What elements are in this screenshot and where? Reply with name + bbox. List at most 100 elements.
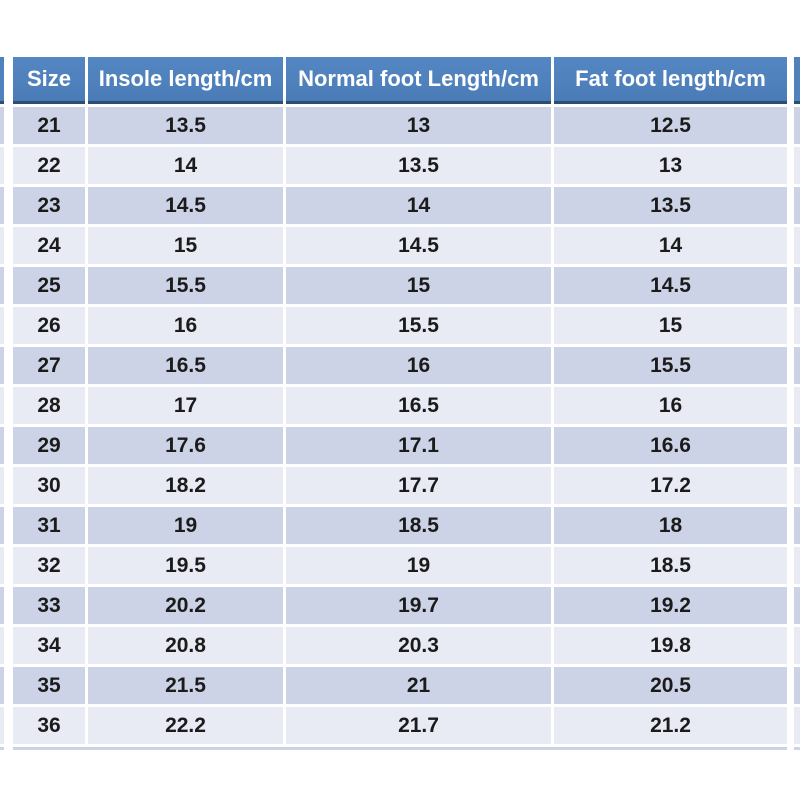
cropped-row-band <box>0 227 4 264</box>
table-cell: 21 <box>13 107 85 144</box>
cropped-row-band <box>0 627 4 664</box>
cropped-row-band <box>794 667 800 704</box>
table-cell: 19.2 <box>554 587 787 624</box>
table-cell: 19.5 <box>88 547 283 584</box>
cropped-header-cell <box>0 57 4 104</box>
cropped-row-band <box>0 387 4 424</box>
table-cell: 35 <box>13 667 85 704</box>
table-cell: 31 <box>13 507 85 544</box>
table-cell: 33 <box>13 587 85 624</box>
table-cell: 19.8 <box>554 627 787 664</box>
table-cell: 15 <box>554 307 787 344</box>
table-cell: 19 <box>88 507 283 544</box>
cropped-row-band <box>794 507 800 544</box>
table-cell: 22.2 <box>88 707 283 744</box>
table-cell: 17 <box>88 387 283 424</box>
table-cell: 15 <box>88 227 283 264</box>
table-cell: 14.5 <box>88 187 283 224</box>
cropped-row-band <box>794 707 800 744</box>
column-header-normal-foot-length: Normal foot Length/cm <box>286 57 551 104</box>
cropped-row-band <box>0 427 4 464</box>
table-cell: 25 <box>13 267 85 304</box>
cropped-row-band <box>794 267 800 304</box>
table-cell: 14.5 <box>286 227 551 264</box>
table-cell: 13 <box>554 147 787 184</box>
table-cell: 29 <box>13 427 85 464</box>
cropped-row-band <box>0 667 4 704</box>
table-cell: 16.5 <box>286 387 551 424</box>
cropped-row-band <box>794 307 800 344</box>
table-cell: 17.6 <box>88 427 283 464</box>
cropped-row-band <box>0 107 4 144</box>
table-cell: 20.3 <box>286 627 551 664</box>
table-cell: 16.6 <box>554 427 787 464</box>
table-cell: 16.5 <box>88 347 283 384</box>
cropped-row-band <box>0 547 4 584</box>
table-cell: 17.2 <box>554 467 787 504</box>
cropped-row-band <box>0 587 4 624</box>
table-cell: 16 <box>286 347 551 384</box>
table-cell: 12.5 <box>554 107 787 144</box>
table-cell: 17.7 <box>286 467 551 504</box>
table-cell: 13 <box>286 107 551 144</box>
cropped-row-band <box>0 307 4 344</box>
cropped-row-band <box>794 107 800 144</box>
table-cell: 23 <box>13 187 85 224</box>
cropped-row-band <box>794 587 800 624</box>
table-cell: 15 <box>286 267 551 304</box>
cropped-header-cell <box>794 57 800 104</box>
table-cell: 20.2 <box>88 587 283 624</box>
table-cell: 13.5 <box>554 187 787 224</box>
table-cell: 16 <box>88 307 283 344</box>
table-cell: 21.7 <box>286 707 551 744</box>
table-cell: 19.7 <box>286 587 551 624</box>
table-cell: 36 <box>13 707 85 744</box>
cropped-row-band <box>0 467 4 504</box>
table-grid: Size Insole length/cm Normal foot Length… <box>13 57 787 744</box>
table-cell: 18.5 <box>554 547 787 584</box>
table-cell: 26 <box>13 307 85 344</box>
table-cell: 13.5 <box>286 147 551 184</box>
table-cell: 16 <box>554 387 787 424</box>
cropped-row-band <box>794 547 800 584</box>
table-cell: 15.5 <box>88 267 283 304</box>
column-header-fat-foot-length: Fat foot length/cm <box>554 57 787 104</box>
table-cell: 13.5 <box>88 107 283 144</box>
table-cell: 27 <box>13 347 85 384</box>
cropped-row-band <box>794 387 800 424</box>
table-cell: 21 <box>286 667 551 704</box>
cropped-row-band <box>794 227 800 264</box>
cropped-row-band <box>0 347 4 384</box>
table-cell: 17.1 <box>286 427 551 464</box>
size-chart-table: Size Insole length/cm Normal foot Length… <box>13 57 787 750</box>
table-cell: 30 <box>13 467 85 504</box>
table-cell: 20.5 <box>554 667 787 704</box>
table-cell: 21.2 <box>554 707 787 744</box>
table-cell: 34 <box>13 627 85 664</box>
cropped-row-bottom-edge <box>13 747 787 750</box>
table-cell: 14 <box>88 147 283 184</box>
table-cell: 32 <box>13 547 85 584</box>
table-cell: 22 <box>13 147 85 184</box>
cropped-row-band <box>794 627 800 664</box>
cropped-table-edge-left <box>0 57 4 750</box>
cropped-row-band <box>794 347 800 384</box>
cropped-row-band <box>0 507 4 544</box>
cropped-row-band <box>0 707 4 744</box>
table-cell: 28 <box>13 387 85 424</box>
table-cell: 15.5 <box>286 307 551 344</box>
column-header-size: Size <box>13 57 85 104</box>
table-cell: 19 <box>286 547 551 584</box>
table-cell: 24 <box>13 227 85 264</box>
cropped-row-band <box>0 147 4 184</box>
cropped-row-band <box>0 187 4 224</box>
table-cell: 14 <box>554 227 787 264</box>
cropped-row-band <box>794 187 800 224</box>
table-cell: 18.5 <box>286 507 551 544</box>
table-cell: 18.2 <box>88 467 283 504</box>
table-cell: 14.5 <box>554 267 787 304</box>
table-cell: 20.8 <box>88 627 283 664</box>
table-cell: 14 <box>286 187 551 224</box>
cropped-row-band <box>794 147 800 184</box>
